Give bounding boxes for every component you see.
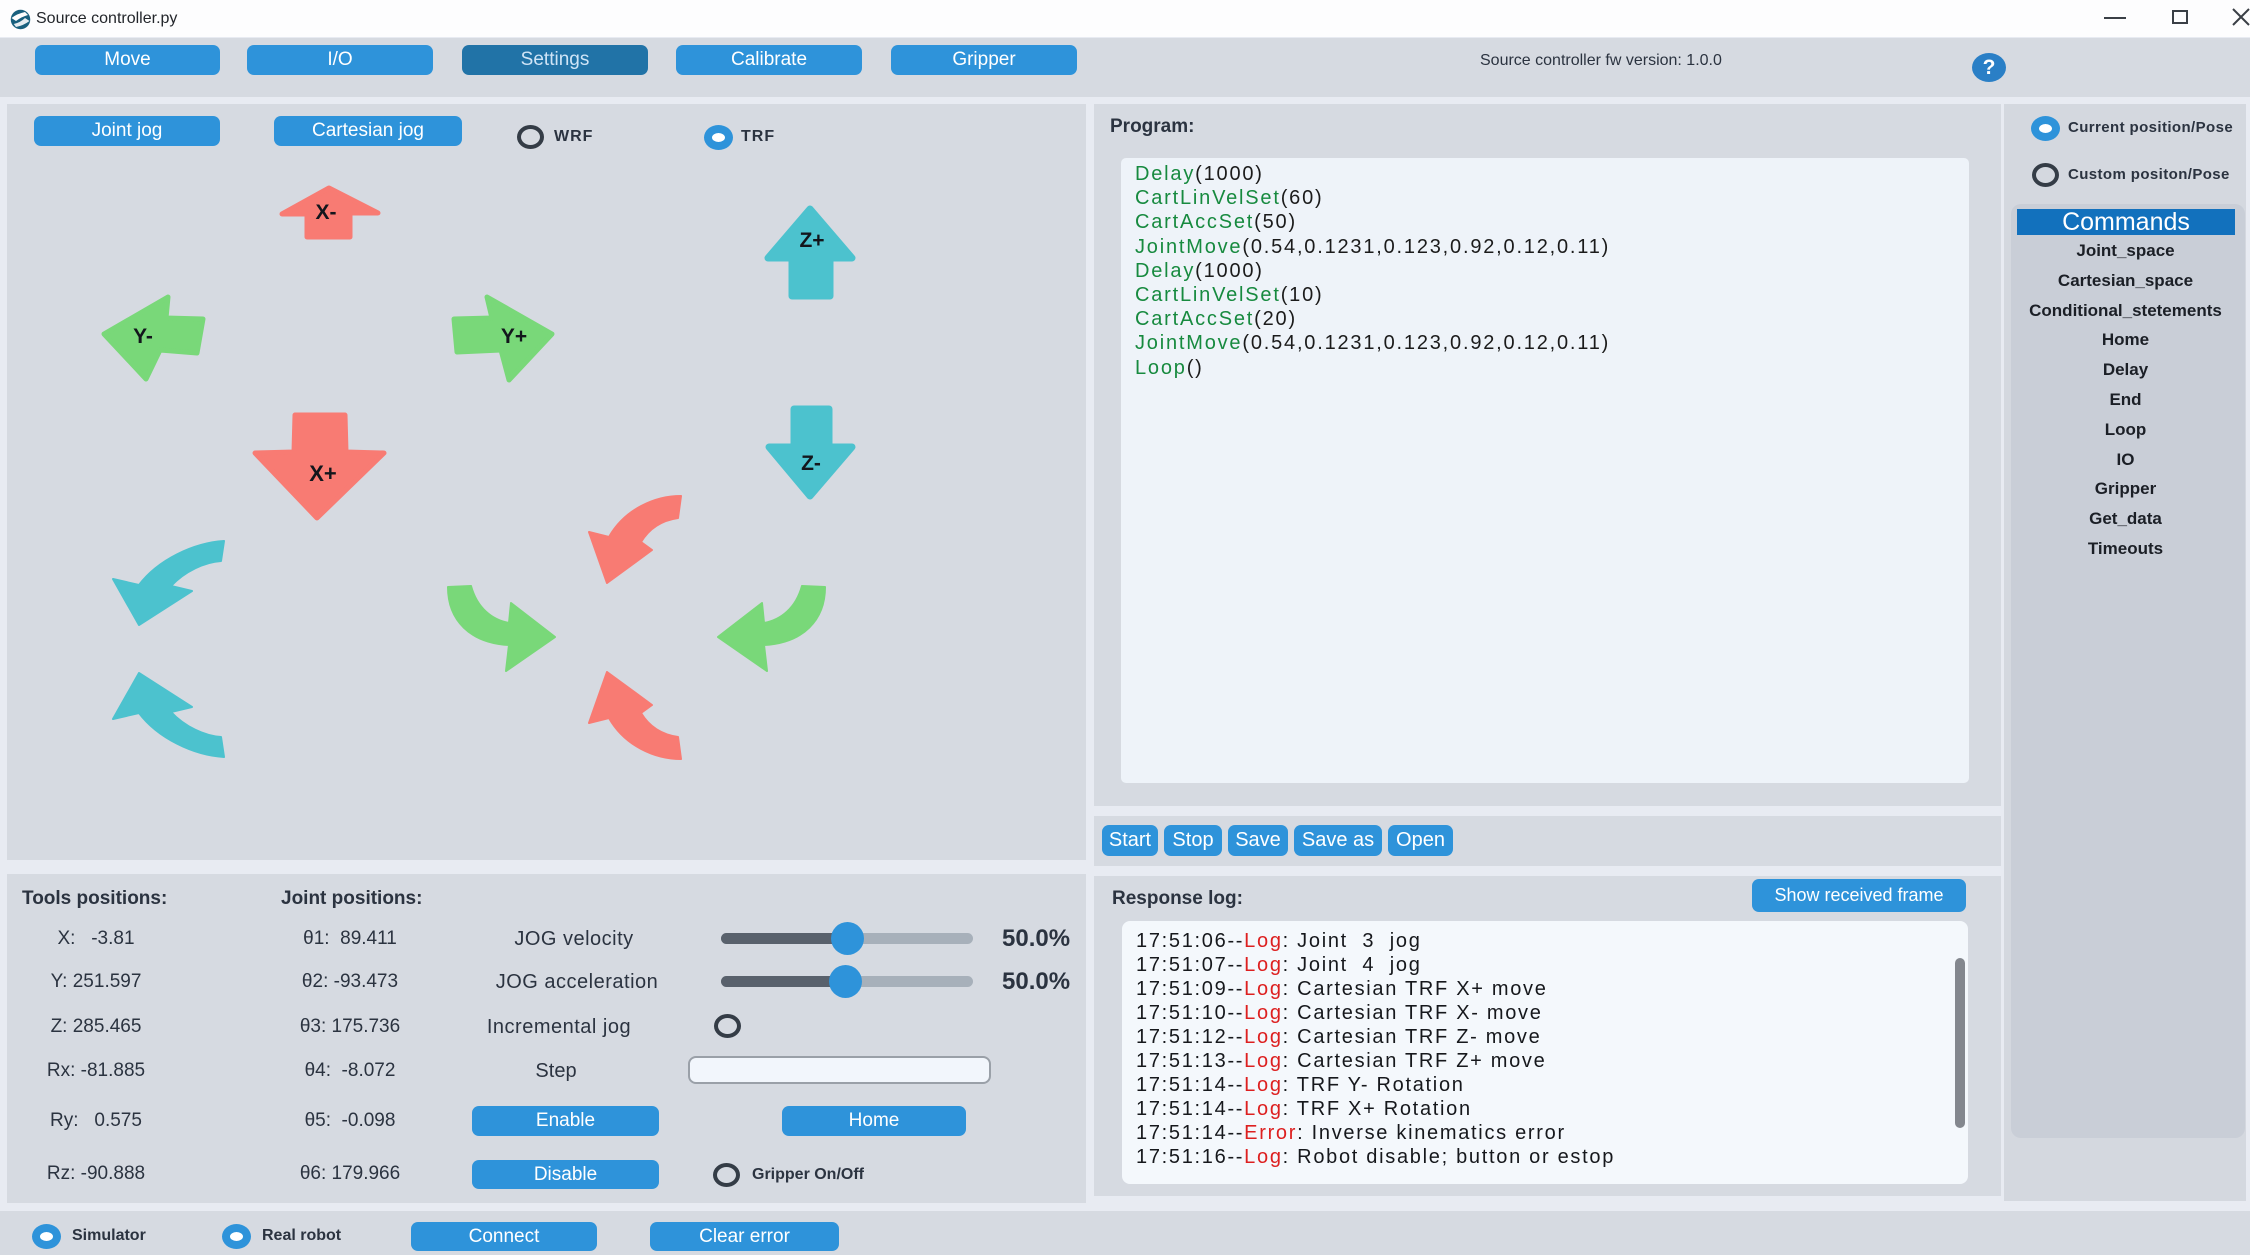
svg-text:X+: X+ <box>309 461 337 486</box>
svg-text:X-: X- <box>316 201 337 224</box>
svg-text:Y+: Y+ <box>501 325 527 348</box>
svg-text:Z+: Z+ <box>799 229 824 252</box>
svg-text:Z-: Z- <box>801 452 821 475</box>
svg-text:Y-: Y- <box>133 325 153 348</box>
